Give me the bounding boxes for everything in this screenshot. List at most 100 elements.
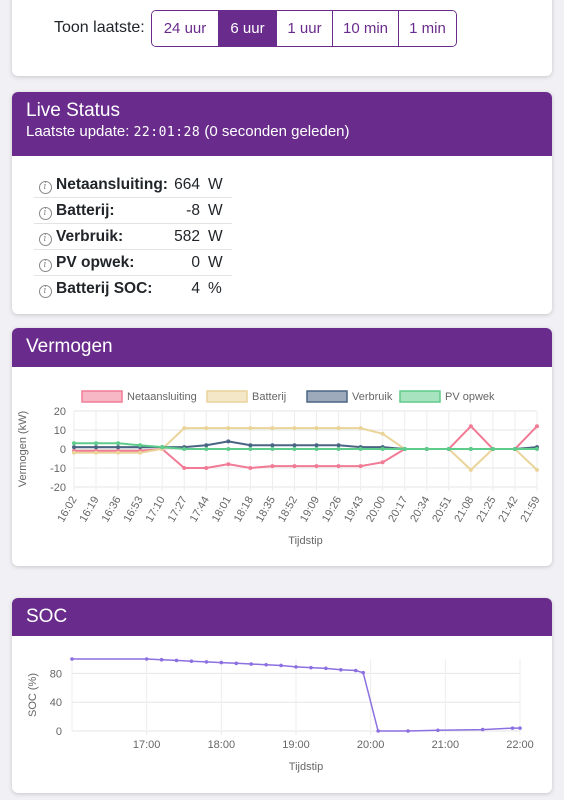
x-tick-label: 20:51	[430, 495, 454, 525]
live-status-card: Live Status Laatste update: 22:01:28 (0 …	[12, 92, 552, 314]
data-point	[144, 657, 149, 661]
info-icon[interactable]: i	[38, 206, 52, 220]
x-tick-label: 20:00	[364, 495, 388, 525]
data-point	[264, 662, 268, 667]
data-point	[353, 668, 358, 673]
data-point	[72, 450, 76, 455]
range-6h-button[interactable]: 6 uur	[218, 11, 276, 46]
vermogen-title: Vermogen	[26, 336, 113, 357]
status-label: Netaansluiting:	[56, 175, 168, 193]
data-point	[446, 447, 451, 451]
data-point	[270, 447, 275, 451]
data-point	[116, 445, 121, 450]
data-point	[226, 426, 231, 431]
soc-title: SOC	[26, 606, 68, 627]
x-axis-title: Tijdstip	[288, 535, 322, 547]
info-icon[interactable]: i	[38, 232, 52, 246]
x-tick-label: 19:09	[298, 495, 322, 525]
data-point	[226, 462, 231, 467]
data-point	[204, 426, 209, 431]
legend-swatch	[306, 390, 348, 403]
status-unit: %	[199, 275, 232, 301]
x-tick-label: 17:10	[144, 495, 168, 525]
data-point	[204, 466, 209, 470]
data-point	[336, 426, 341, 431]
status-label: Verbruik:	[56, 223, 174, 250]
status-value: 0	[173, 249, 200, 276]
data-point	[234, 661, 239, 666]
range-10min-button[interactable]: 10 min	[332, 11, 398, 46]
data-point	[204, 447, 209, 451]
data-point	[324, 666, 328, 671]
x-tick-label: 22:00	[506, 739, 534, 751]
data-point	[402, 447, 407, 451]
range-24h-button[interactable]: 24 uur	[152, 11, 218, 46]
x-axis-title: Tijdstip	[289, 761, 323, 773]
status-table: i Netaansluiting: 664 W i Batterij: -8 W…	[34, 172, 232, 301]
data-point	[248, 426, 253, 431]
data-point	[116, 450, 121, 455]
last-update-line: Laatste update: 22:01:28 (0 seconden gel…	[26, 122, 538, 143]
data-point	[292, 426, 297, 431]
data-point	[248, 466, 253, 470]
data-point	[160, 445, 165, 450]
last-update-label: Laatste update:	[26, 123, 130, 140]
y-tick-label: 80	[50, 668, 62, 680]
legend-label: Verbruik	[352, 391, 393, 403]
data-point	[248, 447, 253, 451]
x-tick-label: 18:18	[232, 495, 256, 525]
range-1min-button[interactable]: 1 min	[398, 11, 456, 46]
data-point	[480, 727, 485, 732]
data-point	[94, 450, 99, 455]
data-point	[270, 443, 275, 448]
data-point	[270, 426, 275, 431]
info-icon[interactable]: i	[38, 180, 52, 194]
data-point	[138, 450, 143, 455]
x-tick-label: 20:17	[386, 495, 410, 525]
data-point	[292, 443, 297, 448]
status-value: 664	[174, 175, 200, 193]
data-point	[314, 426, 319, 431]
data-point	[226, 447, 231, 451]
status-unit: W	[207, 175, 223, 193]
data-point	[116, 441, 121, 446]
x-tick-label: 21:42	[496, 495, 520, 525]
data-point	[94, 445, 99, 450]
x-tick-label: 19:43	[342, 495, 366, 525]
info-icon[interactable]: i	[38, 284, 52, 298]
data-point	[518, 726, 522, 730]
data-point	[535, 467, 539, 472]
data-point	[510, 726, 515, 730]
x-tick-label: 17:00	[133, 739, 161, 751]
x-tick-label: 18:52	[276, 495, 300, 525]
y-tick-label: 0	[56, 726, 62, 738]
data-point	[182, 466, 187, 470]
data-point	[380, 447, 385, 451]
status-row: i Batterij SOC: 4 %	[34, 275, 232, 301]
y-tick-label: -10	[50, 463, 66, 475]
status-unit: W	[199, 249, 232, 276]
status-row: i Batterij: -8 W	[34, 197, 232, 224]
soc-header: SOC	[12, 598, 552, 636]
data-point	[309, 665, 313, 670]
x-tick-label: 21:08	[452, 495, 476, 525]
data-point	[294, 665, 298, 669]
series-line	[74, 442, 537, 450]
legend-label: PV opwek	[445, 391, 495, 403]
data-point	[182, 426, 187, 431]
legend-label: Netaansluiting	[127, 391, 197, 403]
soc-card: SOC 80 40 0 17:00 18:00 19:00 20:00 21:00 22:00 S…	[12, 598, 552, 793]
x-tick-label: 20:34	[408, 495, 432, 525]
data-point	[226, 439, 231, 444]
data-point	[248, 443, 253, 448]
range-1h-button[interactable]: 1 uur	[276, 11, 332, 46]
x-tick-label: 18:01	[210, 495, 234, 525]
data-point	[436, 728, 440, 733]
data-point	[292, 464, 297, 469]
status-row: i Verbruik: 582 W	[34, 223, 232, 250]
data-point	[182, 447, 187, 451]
info-icon[interactable]: i	[38, 258, 52, 272]
data-point	[270, 464, 275, 469]
status-unit: W	[199, 197, 232, 224]
x-tick-label: 16:53	[122, 495, 146, 525]
